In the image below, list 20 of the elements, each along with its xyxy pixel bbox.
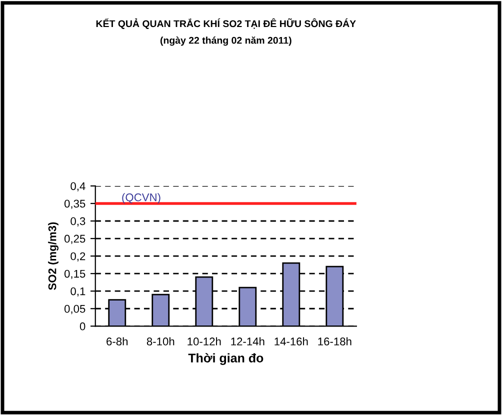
y-tick-label: 0,4 xyxy=(70,182,86,192)
ref-line-label: (QCVN) xyxy=(122,193,160,204)
y-tick-label: 0,15 xyxy=(64,270,86,280)
y-tick-label: 0,35 xyxy=(64,200,86,209)
y-tick-label: 0,3 xyxy=(70,217,86,226)
y-tick-label: 0,2 xyxy=(70,252,86,262)
y-tick-label: 0,1 xyxy=(70,287,86,297)
x-tick-label: 12-14h xyxy=(231,337,264,346)
x-tick-label: 6-8h xyxy=(106,337,128,346)
y-tick-label: 0,25 xyxy=(64,234,86,244)
chart-title: KẾT QUẢ QUAN TRẮC KHÍ SO2 TẠI ĐÊ HỮU SÔNG ĐÁY xyxy=(96,18,356,29)
y-axis-title: SO2 (mg/m3) xyxy=(48,222,58,290)
y-tick-label: 0 xyxy=(80,322,86,330)
x-tick-label: 14-16h xyxy=(274,337,308,346)
x-tick-label: 16-18h xyxy=(318,337,352,346)
x-tick-label: 8-10h xyxy=(146,337,174,346)
x-axis-title: Thời gian đo xyxy=(188,353,264,365)
y-tick-label: 0,05 xyxy=(64,304,86,314)
chart-subtitle: (ngày 22 tháng 02 năm 2011) xyxy=(160,36,292,46)
x-tick-label: 10-12h xyxy=(188,337,221,346)
